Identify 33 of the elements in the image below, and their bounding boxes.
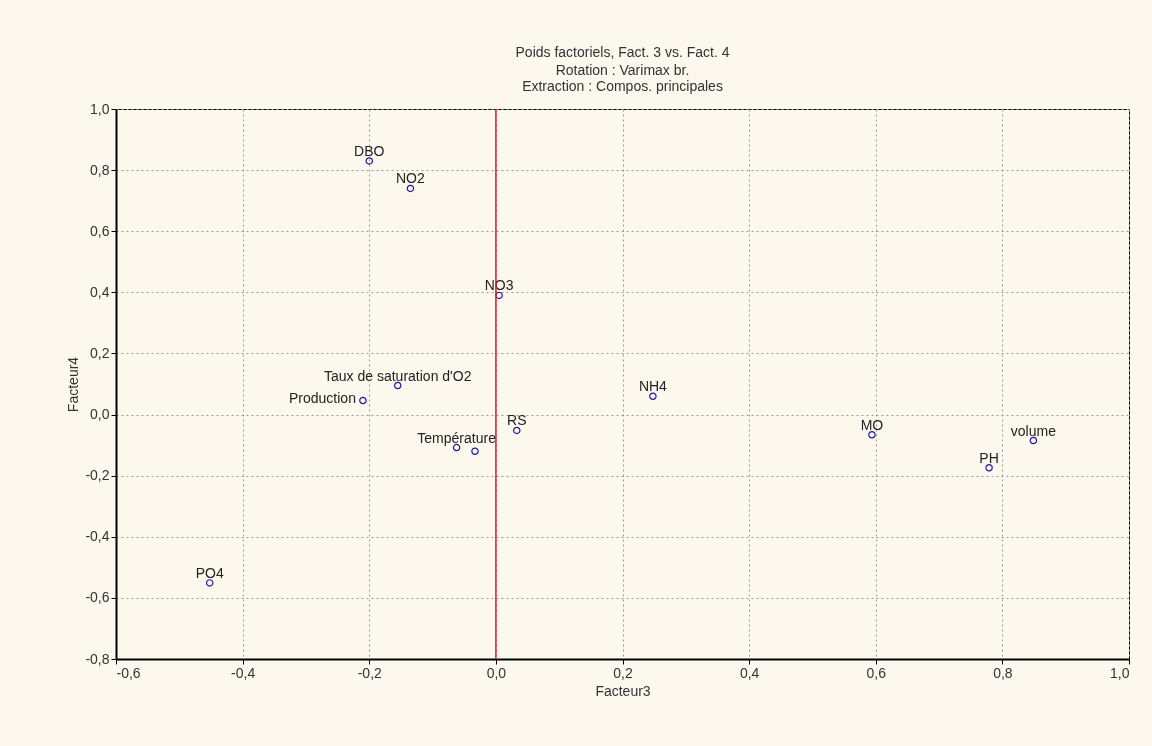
x-axis-title: Facteur3 <box>595 682 651 699</box>
series-label: volume <box>1010 422 1057 439</box>
y-tick-label: 0,8 <box>90 161 110 178</box>
y-tick-label: 0,6 <box>90 222 110 239</box>
y-tick-label: 1,0 <box>90 100 110 117</box>
y-tick-label: 0,2 <box>90 344 110 361</box>
x-tick-label: -0,4 <box>231 664 256 681</box>
y-tick-label: 0,4 <box>90 283 110 300</box>
x-tick-label: -0,6 <box>116 664 141 681</box>
y-tick-label: -0,2 <box>85 467 110 484</box>
x-tick-label: 0,4 <box>739 664 760 681</box>
series-label: PH <box>979 449 999 466</box>
series-label: NH4 <box>638 378 668 395</box>
chart-title: Poids factoriels, Fact. 3 vs. Fact. 4 <box>515 44 730 60</box>
y-tick-label: -0,4 <box>85 528 110 545</box>
series-label: NO2 <box>396 170 425 187</box>
y-tick-label: 0,0 <box>90 406 110 423</box>
series-label: Taux de saturation d'O2 <box>324 367 472 384</box>
series-label: Production <box>288 389 356 406</box>
chart-subtitle: Rotation : Varimax br. Extraction : Compos. principales <box>522 62 723 94</box>
x-tick-label: 0,2 <box>613 664 633 681</box>
x-tick-label: -0,2 <box>357 664 383 681</box>
series-label: MO <box>860 416 884 433</box>
x-tick-label: 0,0 <box>486 664 507 681</box>
series-label: DBO <box>354 142 385 159</box>
x-tick-label: 1,0 <box>1110 664 1130 681</box>
x-tick-label: 0,8 <box>993 664 1013 681</box>
series-label: RS <box>507 412 527 429</box>
y-tick-label: -0,6 <box>85 589 110 606</box>
series-label: PO4 <box>195 564 224 581</box>
y-tick-label: -0,8 <box>85 650 110 667</box>
x-tick-label: 0,6 <box>866 664 887 681</box>
y-axis-title: Facteur4 <box>65 356 82 413</box>
